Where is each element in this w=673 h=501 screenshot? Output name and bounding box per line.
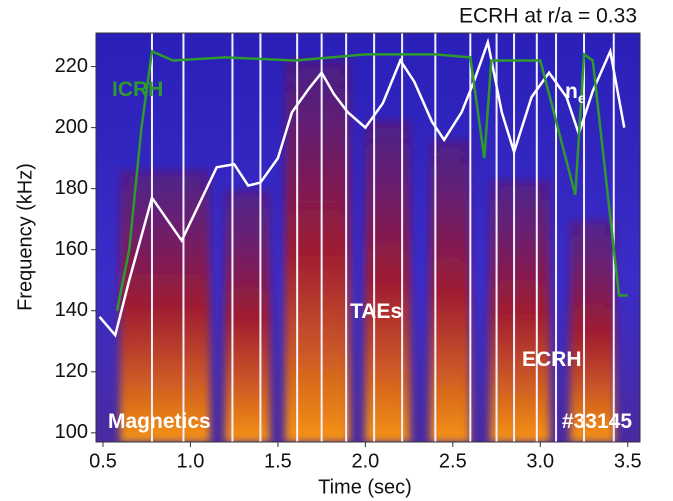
chart-title: ECRH at r/a = 0.33 bbox=[459, 5, 637, 28]
y-tick-label: 160 bbox=[55, 238, 88, 260]
y-tick-label: 120 bbox=[55, 360, 88, 382]
y-tick-label: 200 bbox=[55, 116, 88, 138]
x-tick-label: 1.0 bbox=[177, 450, 205, 472]
annotation-text: ECRH bbox=[522, 348, 582, 371]
x-tick-label: 0.5 bbox=[89, 450, 117, 472]
annotation-text: Magnetics bbox=[108, 410, 211, 433]
x-tick-label: 3.5 bbox=[614, 450, 642, 472]
annotation-text: n bbox=[565, 80, 578, 103]
series-line bbox=[115, 49, 628, 311]
annotation: TAEs bbox=[350, 300, 402, 323]
y-axis-label: Frequency (kHz) bbox=[14, 163, 36, 311]
plot-frame bbox=[95, 32, 641, 443]
annotation: Magnetics bbox=[108, 410, 211, 433]
x-tick-label: 1.5 bbox=[264, 450, 292, 472]
x-tick-label: 2.5 bbox=[439, 450, 467, 472]
annotation-text: ICRH bbox=[112, 78, 163, 101]
annotation: ne bbox=[565, 80, 586, 106]
spectrogram bbox=[96, 33, 640, 442]
series-line bbox=[98, 37, 626, 338]
y-tick-label: 220 bbox=[55, 55, 88, 77]
annotation: ECRH bbox=[522, 348, 582, 371]
x-axis-label: Time (sec) bbox=[318, 476, 412, 498]
annotation-text: #33145 bbox=[562, 410, 632, 433]
annotation: ICRH bbox=[112, 78, 163, 101]
y-tick-label: 180 bbox=[55, 177, 88, 199]
x-tick-label: 3.0 bbox=[526, 450, 554, 472]
annotation-text: TAEs bbox=[350, 300, 402, 323]
annotation: #33145 bbox=[562, 410, 632, 433]
y-tick-label: 100 bbox=[55, 421, 88, 443]
y-tick-label: 140 bbox=[55, 299, 88, 321]
annotation-subscript: e bbox=[578, 90, 586, 106]
x-tick-label: 2.0 bbox=[351, 450, 379, 472]
